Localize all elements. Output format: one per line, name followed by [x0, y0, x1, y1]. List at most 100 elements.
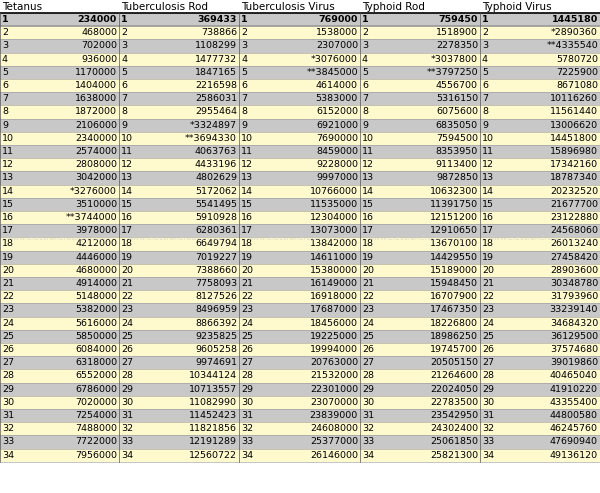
Text: 12: 12	[2, 160, 14, 169]
Text: 33: 33	[241, 437, 253, 447]
Text: 19: 19	[2, 253, 14, 262]
Text: 369433: 369433	[197, 15, 237, 24]
Text: 34: 34	[121, 451, 133, 459]
Bar	[0, 132, 119, 145]
Text: 7020000: 7020000	[75, 398, 117, 407]
Bar	[119, 39, 239, 53]
Bar	[480, 422, 600, 435]
Text: 9997000: 9997000	[316, 174, 358, 182]
Text: 1: 1	[362, 15, 368, 24]
Text: 11452423: 11452423	[189, 411, 237, 420]
Bar	[239, 198, 360, 211]
Text: 2586031: 2586031	[195, 94, 237, 104]
Bar	[119, 238, 239, 250]
Bar	[119, 13, 239, 26]
Text: 4614000: 4614000	[316, 81, 358, 90]
Text: 17: 17	[241, 226, 253, 235]
Bar	[480, 66, 600, 79]
Bar	[480, 369, 600, 383]
Bar	[360, 396, 480, 409]
Bar	[239, 184, 360, 198]
Text: 15: 15	[241, 200, 253, 209]
Bar	[0, 92, 119, 106]
Text: 18787340: 18787340	[550, 174, 598, 182]
Text: 9605258: 9605258	[195, 345, 237, 354]
Text: 30: 30	[2, 398, 14, 407]
Text: 31: 31	[362, 411, 374, 420]
Text: 11: 11	[241, 147, 253, 156]
Bar	[360, 317, 480, 330]
Bar	[480, 383, 600, 396]
Text: 49136120: 49136120	[550, 451, 598, 459]
Bar	[480, 238, 600, 250]
Text: 7: 7	[482, 94, 488, 104]
Text: 4433196: 4433196	[195, 160, 237, 169]
Bar	[0, 39, 119, 53]
Text: 9974691: 9974691	[195, 358, 237, 367]
Bar	[239, 303, 360, 317]
Text: 24608000: 24608000	[310, 424, 358, 433]
Text: 22: 22	[362, 292, 374, 301]
Text: 5148000: 5148000	[75, 292, 117, 301]
Bar	[119, 53, 239, 66]
Text: 31: 31	[241, 411, 253, 420]
Text: 22024050: 22024050	[430, 385, 478, 394]
Bar	[0, 409, 119, 422]
Text: 7019227: 7019227	[195, 253, 237, 262]
Bar	[119, 92, 239, 106]
Text: 1108299: 1108299	[195, 41, 237, 50]
Text: 1: 1	[121, 15, 128, 24]
Text: 15380000: 15380000	[310, 266, 358, 275]
Text: 26: 26	[121, 345, 133, 354]
Text: 19225000: 19225000	[310, 332, 358, 341]
Bar	[360, 383, 480, 396]
Text: 27: 27	[2, 358, 14, 367]
Text: 14: 14	[121, 187, 133, 196]
Text: 23: 23	[121, 306, 133, 315]
Text: **4335540: **4335540	[546, 41, 598, 50]
Bar	[239, 106, 360, 119]
Text: 26: 26	[241, 345, 253, 354]
Text: 14451800: 14451800	[550, 134, 598, 143]
Text: 33: 33	[362, 437, 374, 447]
Bar	[119, 330, 239, 343]
Bar	[119, 250, 239, 264]
Bar	[0, 184, 119, 198]
Bar	[119, 290, 239, 303]
Bar	[239, 39, 360, 53]
Bar	[360, 53, 480, 66]
Text: 6835050: 6835050	[436, 121, 478, 130]
Text: 8: 8	[241, 107, 247, 116]
Text: 22: 22	[482, 292, 494, 301]
Text: 9113400: 9113400	[436, 160, 478, 169]
Text: 26146000: 26146000	[310, 451, 358, 459]
Text: 25061850: 25061850	[430, 437, 478, 447]
Text: **3845000: **3845000	[307, 68, 358, 77]
Bar	[0, 264, 119, 277]
Bar	[360, 198, 480, 211]
Text: 30: 30	[121, 398, 133, 407]
Bar	[480, 79, 600, 92]
Bar	[239, 356, 360, 369]
Bar	[119, 383, 239, 396]
Bar	[480, 211, 600, 224]
Text: 5: 5	[482, 68, 488, 77]
Text: 18: 18	[121, 240, 133, 248]
Text: 6552000: 6552000	[75, 372, 117, 381]
Text: Tuberculosis Rod: Tuberculosis Rod	[121, 2, 208, 12]
Text: 16: 16	[121, 213, 133, 222]
Bar	[239, 290, 360, 303]
Bar	[119, 184, 239, 198]
Text: 28: 28	[362, 372, 374, 381]
Text: 3: 3	[241, 41, 247, 50]
Text: 25: 25	[482, 332, 494, 341]
Text: 44800580: 44800580	[550, 411, 598, 420]
Text: 29: 29	[2, 385, 14, 394]
Bar	[0, 330, 119, 343]
Text: 46245760: 46245760	[550, 424, 598, 433]
Text: 16: 16	[482, 213, 494, 222]
Text: 11391750: 11391750	[430, 200, 478, 209]
Text: 13: 13	[362, 174, 374, 182]
Text: 8496959: 8496959	[195, 306, 237, 315]
Text: 6318000: 6318000	[75, 358, 117, 367]
